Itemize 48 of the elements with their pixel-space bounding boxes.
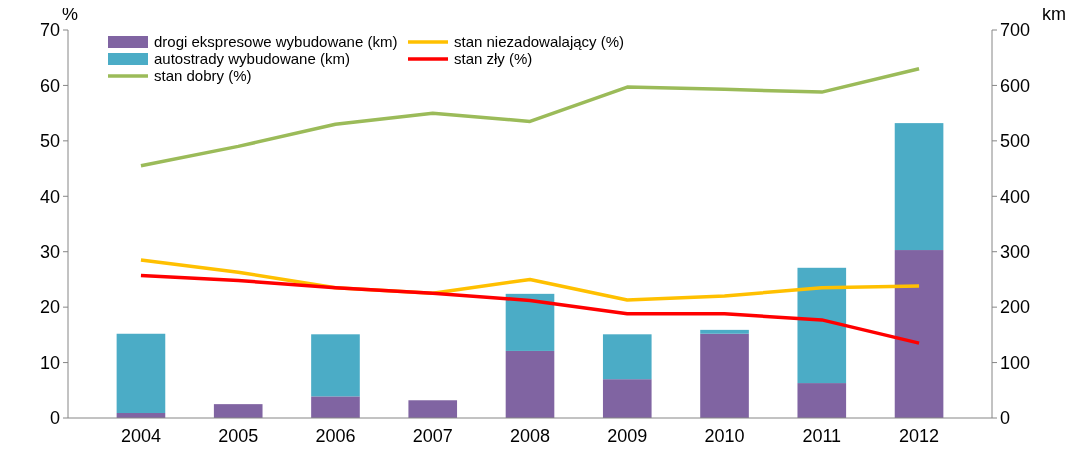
legend-label: autostrady wybudowane (km) [154, 50, 350, 68]
legend-label: stan dobry (%) [154, 67, 252, 85]
y2-tick-label: 600 [1000, 75, 1031, 96]
x-tick-label: 2010 [704, 426, 745, 446]
y-tick-label: 50 [39, 131, 60, 152]
x-tick-label: 2007 [412, 426, 453, 446]
x-tick-label: 2012 [899, 426, 940, 446]
y2-tick-label: 0 [1000, 408, 1011, 429]
bar [311, 396, 360, 418]
y-tick-label: 40 [39, 186, 60, 207]
y2-tick-label: 400 [1000, 186, 1031, 207]
bar [894, 123, 944, 251]
y-tick-label: 60 [39, 75, 60, 96]
y2-tick-label: 100 [1000, 352, 1031, 373]
y2-tick-label: 500 [1000, 131, 1031, 152]
line-series [139, 273, 921, 345]
legend-label: stan niezadowalający (%) [454, 33, 625, 51]
bar [797, 267, 847, 384]
x-tick-label: 2005 [218, 426, 259, 446]
x-tick-label: 2011 [802, 426, 842, 446]
x-tick-label: 2006 [315, 426, 356, 446]
x-tick-label: 2004 [120, 426, 161, 446]
y2-tick-label: 700 [1000, 20, 1031, 41]
bar [700, 333, 749, 418]
bar [505, 350, 555, 418]
bar [116, 333, 166, 414]
bar [505, 293, 555, 351]
y-tick-label: 20 [39, 297, 60, 318]
bar [602, 334, 652, 380]
y-tick-label: 10 [39, 352, 60, 373]
legend-label: stan zły (%) [454, 50, 533, 68]
y-axis-title: % [62, 4, 79, 24]
y-tick-label: 70 [39, 20, 60, 41]
bar [602, 379, 652, 418]
line-series [139, 67, 921, 168]
bar [700, 329, 749, 334]
bar [213, 404, 263, 418]
x-tick-label: 2009 [607, 426, 648, 446]
bar [894, 250, 944, 418]
legend-label: drogi ekspresowe wybudowane (km) [154, 33, 398, 51]
x-tick-label: 2008 [509, 426, 551, 446]
y-tick-label: 0 [49, 408, 60, 429]
bar [311, 334, 360, 397]
bar [797, 383, 847, 418]
bar [408, 400, 458, 418]
y2-tick-label: 300 [1000, 242, 1031, 263]
y-tick-label: 30 [39, 242, 60, 263]
y2-tick-label: 200 [1000, 297, 1031, 318]
